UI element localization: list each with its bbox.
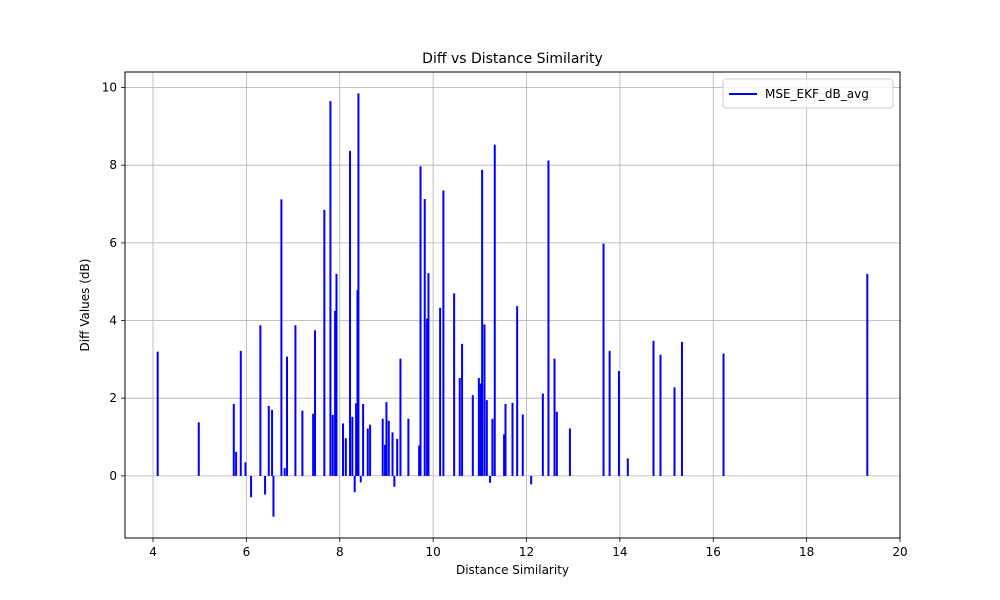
chart-title: Diff vs Distance Similarity [422,51,603,67]
plot-frame [124,71,901,539]
legend-box [722,78,894,109]
y-tick-label: 0 [109,469,117,483]
axis-ticks: 4 6 8 10 12 14 16 18 20 0 2 4 6 8 10 [102,81,908,559]
y-tick-label: 4 [109,314,117,328]
y-tick-label: 2 [109,391,117,405]
x-tick-label: 6 [243,545,251,559]
x-tick-label: 16 [706,545,721,559]
y-tick-label: 8 [109,158,117,172]
y-axis-label: Diff Values (dB) [78,259,92,352]
x-tick-label: 8 [336,545,344,559]
x-tick-label: 12 [519,545,534,559]
x-axis-label: Distance Similarity [456,563,569,577]
x-tick-label: 20 [892,545,907,559]
y-tick-label: 6 [109,236,117,250]
x-tick-label: 10 [425,545,440,559]
x-tick-label: 14 [612,545,627,559]
legend-label: MSE_EKF_dB_avg [765,87,869,101]
y-tick-label: 10 [102,81,117,95]
legend: MSE_EKF_dB_avg [722,78,894,109]
x-tick-label: 4 [149,545,157,559]
bars [156,93,869,517]
x-tick-label: 18 [799,545,814,559]
